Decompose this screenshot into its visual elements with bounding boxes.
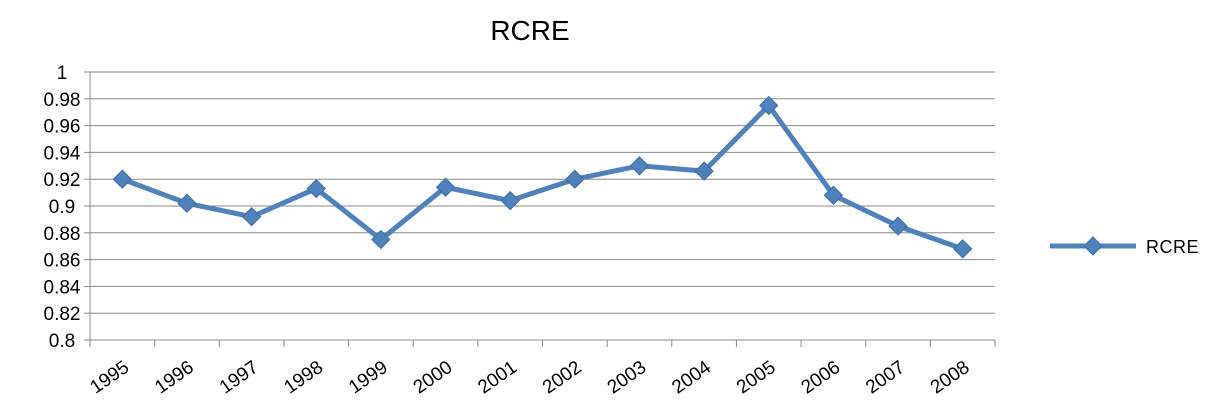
x-tick-label: 1997: [216, 357, 263, 398]
y-tick-label: 0.8: [49, 331, 75, 352]
y-tick-label: 0.86: [44, 251, 81, 272]
y-tick-label: 0.88: [44, 224, 81, 245]
x-tick-label: 2001: [474, 357, 521, 398]
y-tick-label: 0.92: [44, 170, 81, 191]
y-tick-label: 0.98: [44, 90, 81, 111]
chart-title: RCRE: [490, 15, 569, 46]
series-rcre: [112, 95, 973, 259]
y-tick-label: 0.9: [49, 197, 75, 218]
data-point: [500, 190, 520, 211]
x-tick-label: 2005: [733, 357, 780, 398]
data-point: [371, 229, 391, 250]
y-tick-label: 0.96: [44, 117, 81, 138]
x-tick-label: 1999: [345, 357, 392, 398]
x-tick-label: 2006: [798, 357, 845, 398]
data-point: [306, 178, 326, 199]
data-point: [177, 193, 197, 214]
x-tick-label: 2008: [927, 357, 974, 398]
x-tick-label: 1995: [87, 357, 134, 398]
y-tick-label: 0.82: [44, 304, 81, 325]
x-tick-label: 1996: [151, 357, 198, 398]
data-point: [241, 207, 262, 227]
axes: [84, 71, 996, 347]
gridlines: [90, 71, 995, 314]
legend: RCRE: [1050, 236, 1199, 257]
y-tick-label: 0.84: [44, 277, 81, 298]
legend-label-rcre: RCRE: [1146, 237, 1199, 257]
x-tick-label: 1998: [280, 357, 327, 398]
data-point: [694, 161, 714, 181]
x-tick-label: 2000: [410, 357, 457, 398]
y-tick-label: 0.94: [44, 143, 81, 164]
y-tick-label: 1: [57, 63, 68, 84]
data-point: [565, 169, 585, 189]
data-point: [952, 239, 973, 259]
x-tick-label: 2007: [862, 357, 909, 398]
series-line-rcre: [119, 103, 966, 252]
data-point: [823, 185, 844, 205]
data-point: [112, 169, 133, 189]
data-point: [888, 216, 908, 236]
x-tick-label: 2002: [539, 357, 586, 398]
data-point: [759, 95, 779, 116]
data-point: [435, 177, 456, 197]
x-tick-labels: 1995 1996 1997 1998 1999 2000 2001 2002 2003 2004…: [87, 357, 974, 399]
data-point: [629, 156, 650, 176]
legend-marker: [1083, 236, 1103, 256]
y-tick-labels: 0.8 0.82 0.84 0.86 0.88 0.9 0.92 0.94 0.96 0.98 1: [44, 63, 81, 352]
x-tick-label: 2003: [604, 357, 651, 398]
x-tick-label: 2004: [668, 357, 715, 399]
